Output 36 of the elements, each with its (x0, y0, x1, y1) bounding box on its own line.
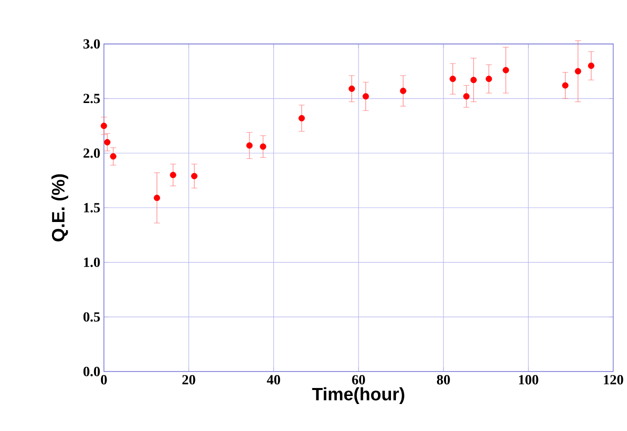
x-tick-label: 100 (519, 374, 538, 384)
y-tick-label: 1.0 (84, 257, 100, 267)
x-tick-label: 120 (604, 374, 624, 384)
y-tick-label: 0.5 (83, 312, 100, 322)
point (260, 143, 266, 150)
point (100, 122, 108, 129)
point (588, 62, 594, 69)
point (298, 114, 305, 122)
x-tick-label: 20 (182, 374, 196, 384)
point (110, 153, 116, 160)
point (348, 85, 355, 92)
point (502, 66, 510, 74)
point (470, 76, 477, 83)
point (246, 142, 253, 148)
y-tick-label: 3.0 (83, 38, 100, 48)
y-tick-label: 2.0 (84, 148, 100, 158)
point (154, 194, 160, 201)
point (104, 138, 110, 146)
point (463, 92, 470, 100)
x-tick-label: 80 (436, 374, 450, 384)
x-tick-label: 0 (100, 374, 107, 384)
x-tick-label: 40 (266, 374, 280, 384)
point (486, 75, 492, 82)
point (170, 172, 176, 178)
point (191, 172, 198, 180)
x-axis-title: Time(hour) (312, 387, 404, 404)
x-tick-label: 60 (352, 374, 365, 384)
y-tick-label: 0.0 (83, 366, 100, 376)
y-axis-title: Q.E. (%) (51, 174, 68, 242)
point (400, 87, 406, 94)
point (562, 82, 568, 88)
y-tick-label: 1.5 (84, 202, 100, 212)
point (574, 68, 582, 74)
y-tick-label: 2.5 (84, 94, 100, 104)
point (450, 75, 456, 82)
point (362, 92, 369, 100)
